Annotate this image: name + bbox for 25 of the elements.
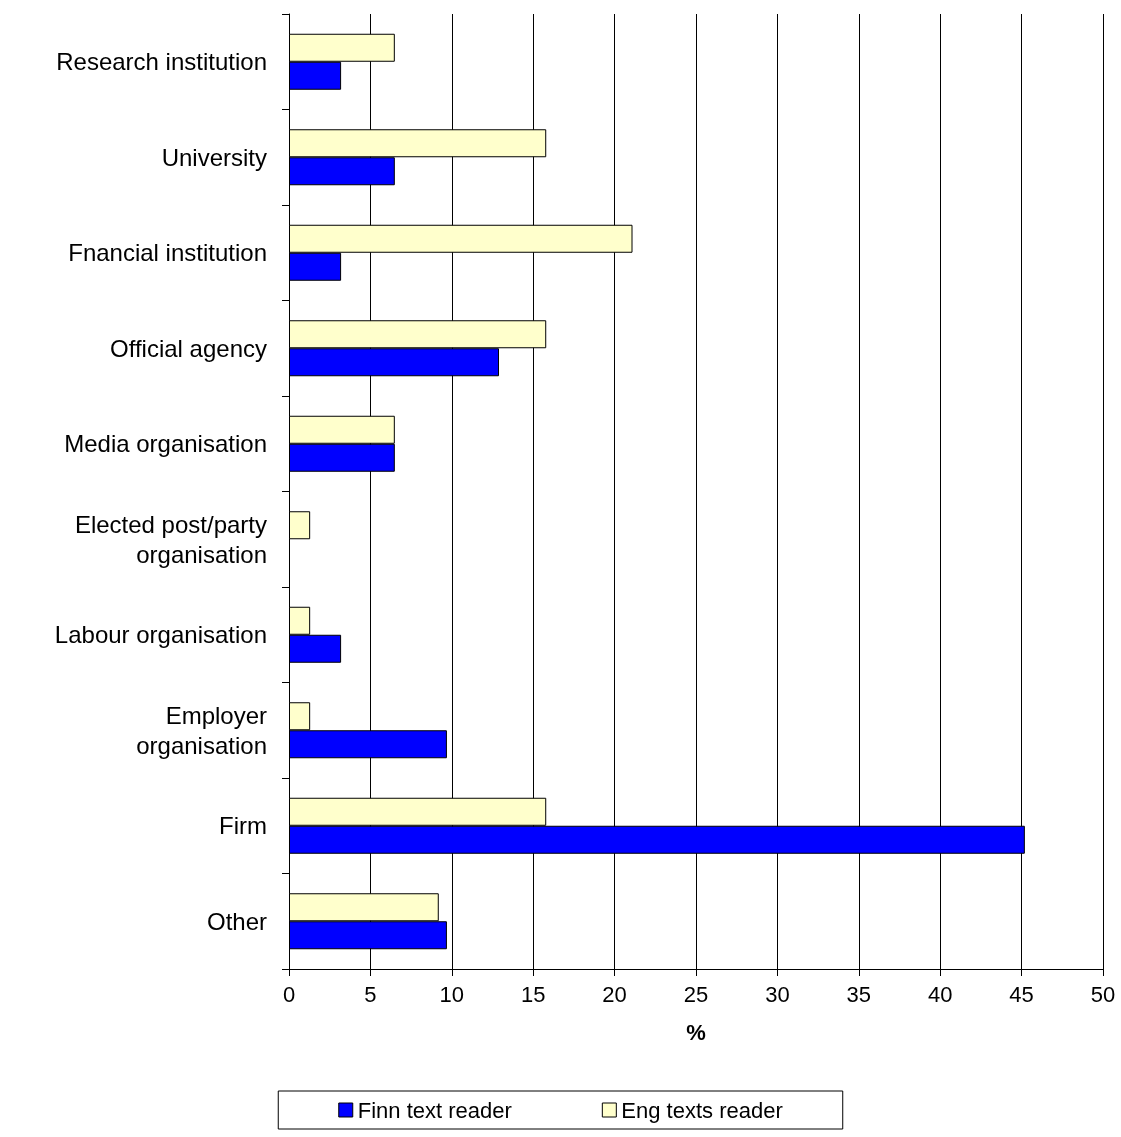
x-tick-label: 10 [439,981,465,1007]
x-tick-label: 45 [1009,981,1034,1007]
x-tick-label: 5 [364,981,377,1007]
y-tick-label: Official agency [110,334,267,362]
y-tick-label: University [161,143,267,171]
x-tick-label: 0 [282,981,296,1007]
y-tick-label: Elected post/party organisation [74,510,267,568]
y-tick-label: Other [206,907,267,935]
bar [289,511,311,540]
y-tick-label: Labour organisation [54,621,267,649]
y-tick-label: Employer organisation [136,701,267,759]
x-tick-label: 25 [683,981,709,1007]
x-tick-label: 40 [927,981,953,1007]
x-tick-label: 50 [1090,981,1116,1007]
y-tick-label: Firm [219,812,267,840]
legend-label: Eng texts reader [621,1097,783,1123]
y-tick-label: Media organisation [64,430,267,458]
x-tick-label: 20 [602,981,627,1007]
y-tick-label: Fnancial institution [68,239,267,267]
legend-label: Finn text reader [357,1097,512,1123]
x-tick-label: 15 [520,981,546,1007]
x-tick-label: 35 [846,981,872,1007]
y-tick-label: Research institution [56,48,267,76]
x-axis-title: % [686,1019,706,1045]
x-tick-label: 30 [765,981,790,1007]
